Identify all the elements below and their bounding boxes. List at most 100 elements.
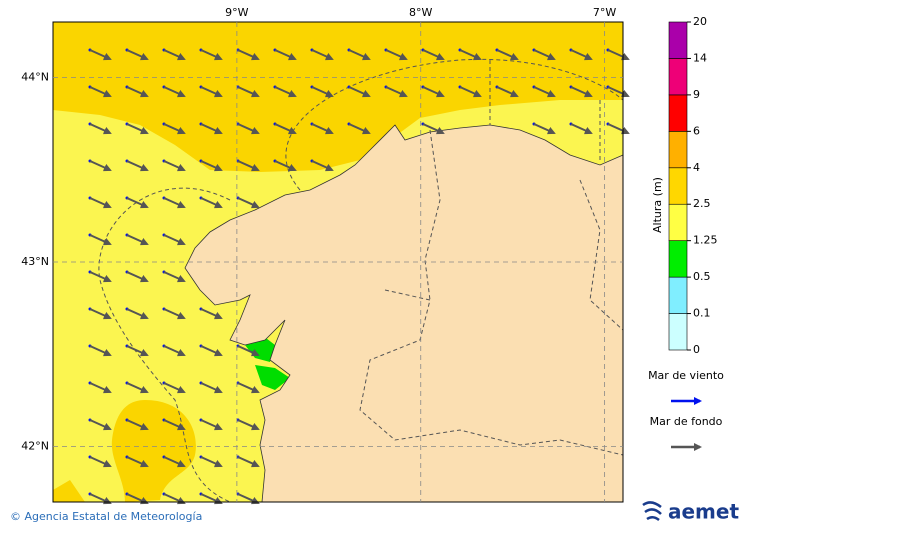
swell-arrow [348,86,371,98]
colorbar-tick-label: 14 [693,51,707,64]
swell-arrow [126,86,149,98]
swell-arrow [200,123,223,135]
sea-orange [53,400,196,502]
swell-arrow [311,160,334,172]
swell-arrow [237,197,260,209]
swell-arrow [348,49,371,61]
swell-arrow [163,345,186,357]
swell-arrow [163,49,186,61]
swell-arrow [422,123,445,135]
swell-arrow [200,345,223,357]
swell-arrow [311,123,334,135]
colorbar-tick-label: 4 [693,161,700,174]
swell-arrow [89,456,112,468]
swell-arrow [89,197,112,209]
swell-arrow [89,308,112,320]
swell-arrow [163,197,186,209]
swell-arrow [607,86,630,98]
swell-arrow [126,160,149,172]
swell-arrow [607,49,630,61]
colorbar-tick-label: 0.1 [693,307,711,320]
swell-arrow [274,49,297,61]
swell-arrow [237,123,260,135]
swell-arrow [570,49,593,61]
swell-arrow [89,123,112,135]
colorbar-tick-label: 0 [693,343,700,356]
land [184,124,624,503]
x-tick-label: 9°W [225,6,248,19]
legend-label: Mar de viento [648,369,724,382]
swell-arrow [459,49,482,61]
y-tick-label: 42°N [21,440,49,453]
colorbar-segment [668,167,688,205]
swell-arrow [126,345,149,357]
swell-arrow [533,123,556,135]
colorbar-segment [668,276,688,314]
swell-arrow [126,197,149,209]
swell-arrow [163,419,186,431]
swell-arrow [163,382,186,394]
swell-arrow [89,160,112,172]
swell-arrow [237,160,260,172]
colorbar-tick-label: 9 [693,88,700,101]
colorbar-segment [668,58,688,96]
swell-arrow [237,382,260,394]
swell-arrow [126,382,149,394]
y-tick-label: 44°N [21,70,49,83]
swell-arrow [163,271,186,283]
swell-arrow [200,86,223,98]
colorbar-tick-label: 20 [693,15,707,28]
logo-mark [642,501,662,521]
swell-arrow [126,271,149,283]
colorbar-segment [668,21,688,59]
swell-arrow [89,234,112,246]
swell-arrow [163,308,186,320]
swell-arrow [237,456,260,468]
swell-arrow [237,419,260,431]
swell-arrow [348,123,371,135]
colorbar-label: Altura (m) [651,177,664,233]
swell-arrow [533,86,556,98]
swell-arrow [126,419,149,431]
swell-arrow [200,382,223,394]
footer: © Agencia Estatal de Meteorología [10,510,202,523]
swell-arrow [385,49,408,61]
swell-arrow [459,86,482,98]
swell-arrow [311,86,334,98]
swell-arrow [570,86,593,98]
swell-arrow [496,49,519,61]
colorbar-segment [668,94,688,132]
colorbar-tick-label: 6 [693,124,700,137]
swell-arrow [311,49,334,61]
swell-arrow [89,382,112,394]
colorbar-tick-label: 0.5 [693,270,711,283]
swell-arrow [89,86,112,98]
swell-arrow [163,234,186,246]
x-tick-label: 7°W [593,6,616,19]
swell-arrow [126,456,149,468]
swell-arrow [274,86,297,98]
swell-arrow [163,123,186,135]
swell-arrow [126,123,149,135]
swell-arrow [126,49,149,61]
swell-arrow [126,308,149,320]
legend-label: Mar de fondo [650,415,723,428]
colorbar-tick-label: 1.25 [693,234,718,247]
swell-arrow [570,123,593,135]
swell-arrow [422,49,445,61]
logo: aemet [668,500,739,524]
swell-arrow [237,49,260,61]
swell-arrow [274,123,297,135]
swell-arrow [533,49,556,61]
colorbar-segment [668,313,688,351]
swell-arrow [496,86,519,98]
colorbar-segment [668,240,688,278]
swell-arrow [200,456,223,468]
swell-arrow [89,419,112,431]
swell-arrow [200,308,223,320]
y-tick-label: 43°N [21,255,49,268]
swell-arrow [163,86,186,98]
swell-arrow [237,345,260,357]
swell-arrow [385,86,408,98]
swell-arrow [126,234,149,246]
